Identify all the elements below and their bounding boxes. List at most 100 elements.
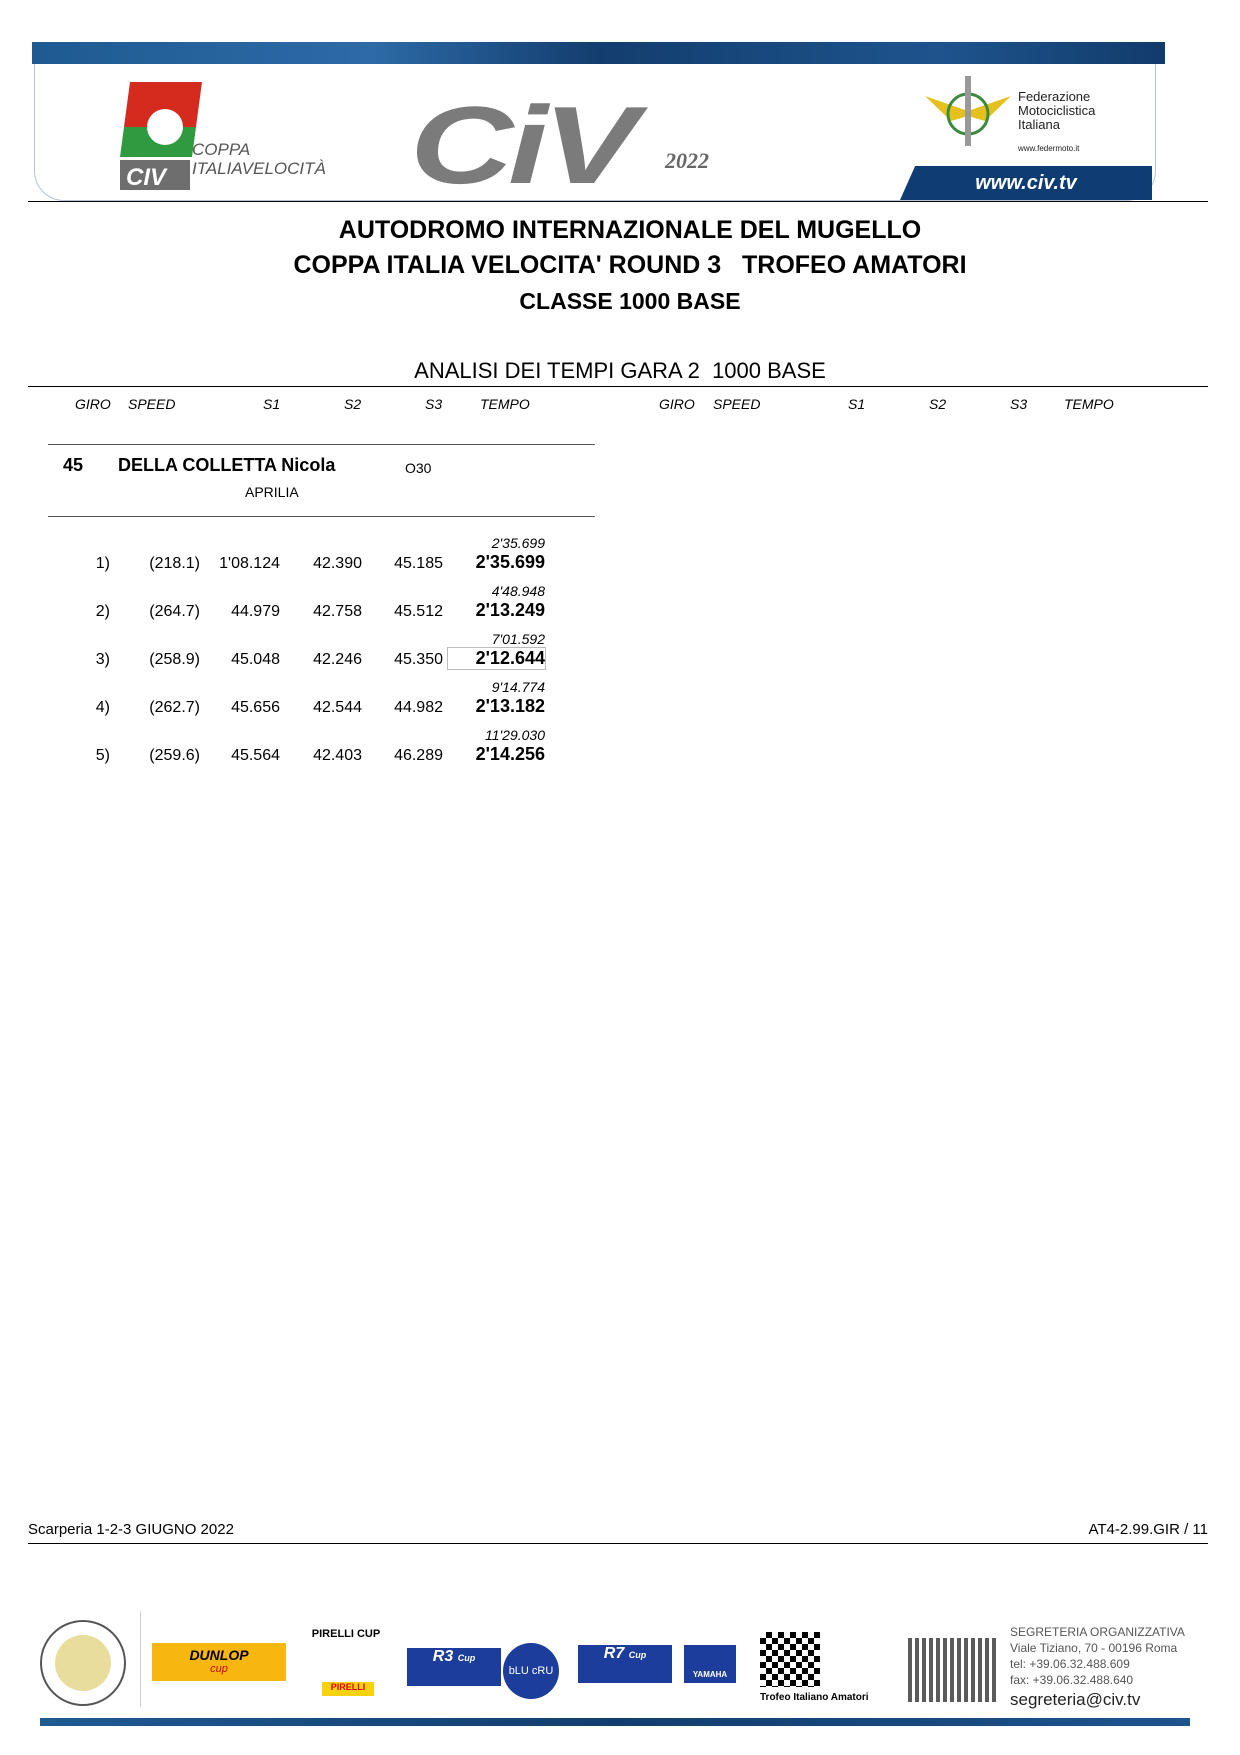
pirelli-logo: PIRELLI: [322, 1682, 374, 1696]
coppa-badge: CIV: [126, 164, 167, 191]
lap-s1: 45.048: [231, 651, 280, 668]
sponsor-divider: [140, 1612, 141, 1707]
lap-s2: 42.403: [313, 747, 362, 764]
title-event: COPPA ITALIA VELOCITA' ROUND 3 TROFEO AM…: [293, 251, 967, 279]
lap-s2: 42.758: [313, 603, 362, 620]
title-class: CLASSE 1000 BASE: [519, 288, 741, 314]
col-giro: GIRO: [75, 396, 111, 412]
cumulative-time: 9'14.774: [491, 679, 545, 695]
section-title: ANALISI DEI TEMPI GARA 2 1000 BASE: [414, 358, 826, 383]
fmi-line1: Federazione: [1018, 89, 1091, 104]
header-divider: [28, 201, 1208, 202]
lap-speed: (218.1): [149, 555, 200, 572]
col-s3-right: S3: [1010, 396, 1028, 412]
footer-page-code: AT4-2.99.GIR / 11: [1088, 1521, 1209, 1538]
coppa-text: COPPA ITALIAVELOCITÀ: [192, 140, 326, 178]
fmi-website: www.federmoto.it: [1018, 144, 1080, 153]
col-giro-right: GIRO: [659, 396, 695, 412]
contact-address: Viale Tiziano, 70 - 00196 Roma: [1010, 1641, 1178, 1655]
header-box: [34, 64, 1156, 201]
lap-s1: 44.979: [231, 603, 280, 620]
col-s1-right: S1: [848, 396, 866, 412]
lap-s2: 42.390: [313, 555, 362, 572]
trofeo-amatori-seal: [40, 1620, 126, 1706]
lap-s3: 45.185: [394, 555, 443, 572]
lap-giro: 4): [95, 699, 110, 716]
blu-cru-logo: bLU cRU: [503, 1643, 559, 1699]
col-s3: S3: [425, 396, 443, 412]
trofeo-italiano-amatori-text: Trofeo Italiano Amatori: [760, 1692, 869, 1703]
header-top-bar: [32, 42, 1165, 64]
lap-speed: (262.7): [149, 699, 200, 716]
col-s1: S1: [263, 396, 281, 412]
rider-bike: APRILIA: [245, 484, 299, 500]
fmi-logo: [925, 76, 1011, 146]
yamaha-logo: YAMAHA: [684, 1645, 736, 1683]
cumulative-time: 7'01.592: [491, 631, 545, 647]
cumulative-time: 2'35.699: [491, 535, 545, 551]
lap-s3: 45.512: [394, 603, 443, 620]
section-divider: [28, 386, 1208, 387]
rider-bottom-divider: [48, 516, 595, 517]
lap-speed: (258.9): [149, 651, 200, 668]
contact-title: SEGRETERIA ORGANIZZATIVA: [1010, 1625, 1185, 1639]
coppa-line1: COPPA: [192, 140, 251, 159]
civ-year: 2022: [665, 148, 709, 173]
lap-s3: 45.350: [394, 651, 443, 668]
col-speed: SPEED: [128, 396, 176, 412]
fmi-name: Federazione Motociclistica Italiana: [1018, 90, 1095, 132]
dunlop-sub: cup: [210, 1663, 228, 1675]
lap-s1: 45.656: [231, 699, 280, 716]
lap-s2: 42.246: [313, 651, 362, 668]
checkered-flag-icon: [760, 1632, 820, 1687]
lap-s2: 42.544: [313, 699, 362, 716]
fmi-line2: Motociclistica: [1018, 103, 1096, 118]
contact-fax: fax: +39.06.32.488.640: [1010, 1673, 1134, 1687]
rider-top-divider: [48, 444, 595, 445]
r7-text: R7: [603, 1645, 625, 1662]
rider-name: DELLA COLLETTA Nicola: [118, 455, 336, 475]
lap-speed: (259.6): [149, 747, 200, 764]
contact-email-link[interactable]: segreteria@civ.tv: [1010, 1690, 1141, 1709]
lap-time: 2'13.182: [475, 696, 545, 716]
footer-bottom-bar: [40, 1718, 1190, 1726]
r3-text: R3: [432, 1648, 454, 1665]
lap-s1: 45.564: [231, 747, 280, 764]
r3-cup-logo: R3 Cup: [407, 1648, 501, 1686]
rider-category: O30: [405, 460, 432, 476]
lap-time-best: 2'12.644: [447, 647, 546, 670]
civ-logo: CiV: [410, 84, 638, 207]
lap-s1: 1'08.124: [219, 555, 280, 572]
r7-sub: Cup: [628, 1650, 647, 1660]
title-venue: AUTODROMO INTERNAZIONALE DEL MUGELLO: [338, 216, 922, 244]
rider-number: 45: [63, 455, 84, 475]
dunlop-text: DUNLOP: [189, 1647, 249, 1663]
fmi-line3: Italiana: [1018, 117, 1060, 132]
lap-time: 2'35.699: [475, 552, 545, 572]
lap-giro: 5): [95, 747, 110, 764]
footer-location-date: Scarperia 1-2-3 GIUGNO 2022: [28, 1521, 234, 1538]
col-tempo: TEMPO: [480, 396, 530, 412]
col-speed-right: SPEED: [713, 396, 761, 412]
lap-time: 2'13.249: [475, 600, 545, 620]
r3-sub: Cup: [457, 1653, 476, 1663]
civ-website: www.civ.tv: [900, 166, 1152, 200]
lap-giro: 2): [95, 603, 110, 620]
lap-s3: 44.982: [394, 699, 443, 716]
dunlop-cup-logo: DUNLOP cup: [152, 1643, 286, 1681]
coppa-italia-logo: [120, 82, 202, 190]
qr-code: [908, 1638, 998, 1702]
col-s2: S2: [344, 396, 362, 412]
r7-cup-logo: R7 Cup: [578, 1645, 672, 1683]
lap-speed: (264.7): [149, 603, 200, 620]
lap-s3: 46.289: [394, 747, 443, 764]
cumulative-time: 4'48.948: [491, 583, 545, 599]
cumulative-time: 11'29.030: [484, 727, 545, 743]
lap-giro: 3): [95, 651, 110, 668]
lap-time: 2'14.256: [475, 744, 545, 764]
contact-tel: tel: +39.06.32.488.609: [1010, 1657, 1130, 1671]
coppa-line2: ITALIAVELOCITÀ: [192, 159, 326, 178]
footer-divider: [28, 1543, 1208, 1544]
pirelli-cup-logo: PIRELLI CUP: [311, 1628, 381, 1640]
